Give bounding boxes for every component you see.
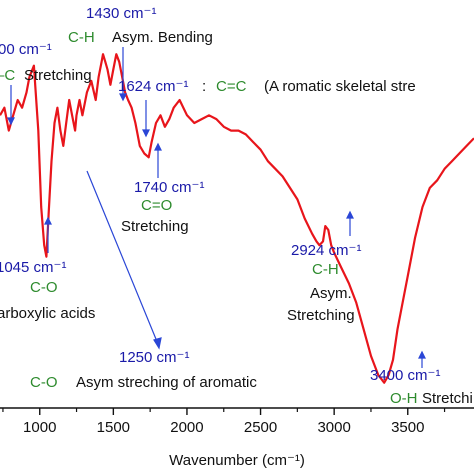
annotation-1000-wavenumber: 00 cm⁻¹: [0, 41, 52, 58]
annotation-3400-desc: Stretchi: [422, 390, 473, 407]
annotation-1430-desc: Asym. Bending: [112, 29, 213, 46]
annotation-1740-wavenumber: 1740 cm⁻¹: [134, 179, 204, 196]
x-tick-label-2500: 2500: [244, 419, 277, 436]
spectrum-series-line: [0, 53, 474, 384]
annotation-1430-group: C-H: [68, 29, 95, 46]
arrowhead-1045: [44, 216, 52, 225]
arrow-1250: [86, 170, 159, 345]
annotation-1250-wavenumber: 1250 cm⁻¹: [119, 349, 189, 366]
annotation-1045-group: C-O: [30, 279, 58, 296]
annotation-2924-desc: Asym.: [310, 285, 352, 302]
annotation-1624-sep: :: [202, 78, 206, 95]
arrowhead-1740: [154, 142, 162, 151]
annotation-arrows: [7, 47, 426, 368]
x-axis: 1000 1500 2000 2500 3000 3500: [0, 407, 474, 436]
annotation-1045-desc: arboxylic acids: [0, 305, 95, 322]
annotation-3400-group: O-H: [390, 390, 418, 407]
arrowhead-3400: [418, 350, 426, 359]
x-tick-label-1500: 1500: [97, 419, 130, 436]
annotations: 00 cm⁻¹ ‒C Stretching 1430 cm⁻¹ C-H Asym…: [0, 5, 473, 407]
annotation-1624-wavenumber: 1624 cm⁻¹: [118, 78, 188, 95]
x-tick-label-3500: 3500: [391, 419, 424, 436]
x-axis-title: Wavenumber (cm⁻¹): [169, 452, 305, 469]
x-tick-label-1000: 1000: [23, 419, 56, 436]
annotation-1000-group: ‒C: [0, 67, 15, 84]
annotation-1740-group: C=O: [141, 197, 172, 214]
arrowhead-1430: [119, 93, 127, 102]
arrowhead-1624: [142, 129, 150, 138]
annotation-2924-wavenumber: 2924 cm⁻¹: [291, 242, 361, 259]
annotation-1624-desc: (A romatic skeletal stre: [264, 78, 416, 95]
annotation-1045-wavenumber: 1045 cm⁻¹: [0, 259, 66, 276]
annotation-2924-desc2: Stretching: [287, 307, 355, 324]
annotation-1624-group: C=C: [216, 78, 247, 95]
x-tick-label-2000: 2000: [170, 419, 203, 436]
annotation-1430-wavenumber: 1430 cm⁻¹: [86, 5, 156, 22]
arrowhead-1000: [7, 117, 15, 126]
annotation-1250-group: C-O: [30, 374, 58, 391]
annotation-1250-desc: Asym streching of aromatic: [76, 374, 257, 391]
arrowhead-2924: [346, 210, 354, 219]
annotation-3400-wavenumber: 3400 cm⁻¹: [370, 367, 440, 384]
annotation-2924-group: C-H: [312, 261, 339, 278]
arrowhead-1250: [153, 337, 162, 350]
annotation-1000-desc: Stretching: [24, 67, 92, 84]
x-tick-label-3000: 3000: [317, 419, 350, 436]
annotation-1740-desc: Stretching: [121, 218, 189, 235]
